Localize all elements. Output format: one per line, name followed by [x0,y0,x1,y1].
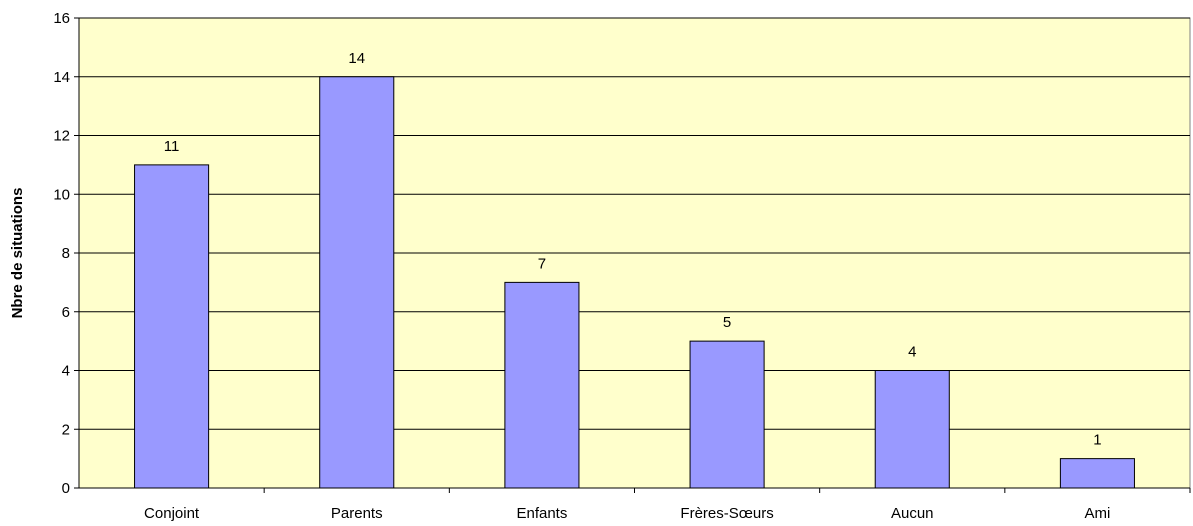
bar-3 [689,340,765,489]
bars [134,76,1135,489]
labels: 024681012141611Conjoint14Parents7Enfants… [53,10,1110,522]
bar-4 [874,370,950,489]
data-label-1: 14 [348,50,365,67]
x-tick-label-5: Ami [1084,505,1110,522]
x-tick-label-4: Aucun [891,505,934,522]
data-label-4: 4 [908,344,916,361]
data-label-0: 11 [164,138,180,155]
y-axis-title: Nbre de situations [9,188,26,319]
gridlines [79,17,1190,430]
y-tick-label: 6 [62,304,70,321]
x-tick-label-1: Parents [331,505,383,522]
y-tick-label: 12 [53,128,70,145]
y-tick-label: 2 [62,421,70,438]
bar-5 [1059,458,1135,489]
x-tick-label-3: Frères-Sœurs [680,505,773,522]
x-tick-label-0: Conjoint [144,505,200,522]
bar-1 [319,76,395,489]
y-tick-label: 4 [62,363,70,380]
axes [74,17,1191,493]
bar-2 [504,281,580,489]
y-tick-label: 0 [62,480,70,497]
data-label-5: 1 [1093,432,1101,449]
y-tick-label: 14 [53,69,70,86]
y-tick-label: 10 [53,186,70,203]
y-tick-label: 16 [53,10,70,27]
x-tick-label-2: Enfants [516,505,567,522]
data-label-3: 5 [723,314,731,331]
bar-0 [134,164,210,489]
data-label-2: 7 [538,255,546,272]
y-tick-label: 8 [62,245,70,262]
